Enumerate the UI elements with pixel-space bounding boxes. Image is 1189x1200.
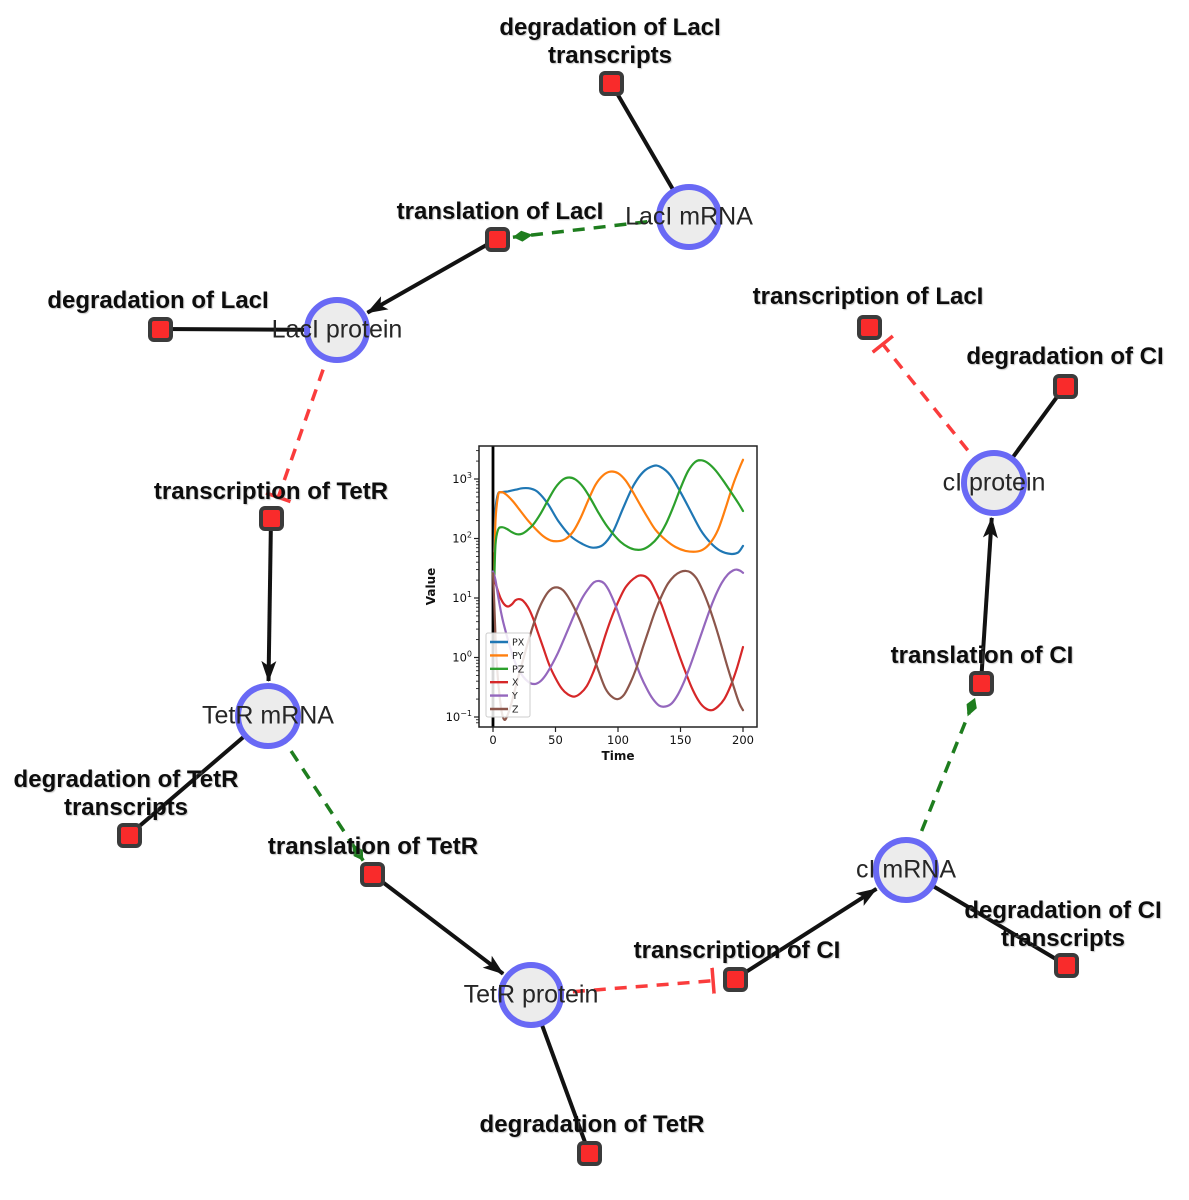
legend-label-Y: Y [511, 691, 518, 702]
reaction-node-translation-ci[interactable] [968, 670, 994, 696]
y-tick-label: 101 [452, 590, 472, 605]
legend-label-Z: Z [512, 705, 519, 716]
legend-label-PZ: PZ [512, 664, 525, 675]
edge-transcription-ci-to-ci-mrna [733, 887, 878, 981]
species-node-laci-mrna[interactable] [656, 184, 722, 250]
chart-legend: PX PY PZ XYZ [485, 632, 531, 718]
reaction-node-deg-tetr-transcripts[interactable] [116, 822, 142, 848]
edge-translation-laci-to-laci-protein [366, 237, 498, 315]
reaction-node-translation-tetr[interactable] [359, 861, 385, 887]
reaction-node-transcription-tetr[interactable] [258, 505, 284, 531]
reaction-node-deg-ci[interactable] [1052, 373, 1078, 399]
species-node-tetr-protein[interactable] [498, 962, 564, 1028]
legend-label-X: X [512, 678, 519, 689]
edge-translation-tetr-to-tetr-protein [370, 872, 505, 976]
species-node-ci-protein[interactable] [961, 450, 1027, 516]
y-tick-label: 103 [452, 471, 472, 486]
y-tick-label: 102 [452, 531, 472, 546]
reaction-node-deg-laci-transcripts[interactable] [598, 70, 624, 96]
reaction-node-transcription-ci[interactable] [722, 966, 748, 992]
reaction-node-deg-ci-transcripts[interactable] [1053, 952, 1079, 978]
reaction-node-transcription-laci[interactable] [856, 314, 882, 340]
edge-translation-ci-to-ci-protein [979, 516, 998, 684]
reaction-node-deg-tetr[interactable] [576, 1140, 602, 1166]
y-tick-label: 100 [452, 650, 472, 665]
edge-transcription-tetr-to-tetr-mrna [261, 517, 277, 683]
chart-series-X [491, 573, 745, 712]
legend-label-PY: PY [512, 651, 524, 662]
y-axis-label: Value [424, 568, 438, 606]
x-tick-label: 100 [607, 733, 629, 747]
legend-label-PX: PX [512, 638, 525, 649]
species-node-laci-protein[interactable] [304, 297, 370, 363]
x-tick-label: 150 [670, 733, 692, 747]
chart-series-PY [493, 458, 745, 571]
species-node-ci-mrna[interactable] [873, 837, 939, 903]
x-tick-label: 0 [489, 733, 496, 747]
x-tick-label: 200 [732, 733, 754, 747]
inset-chart: 0 50 100 150 200 10−1 100 101 102 103 Time Value PX P… [423, 430, 778, 775]
species-node-tetr-mrna[interactable] [235, 683, 301, 749]
chart-series-PX [493, 464, 745, 556]
chart-series-PZ [493, 459, 745, 582]
x-tick-label: 50 [548, 733, 563, 747]
y-tick-label: 10−1 [446, 709, 472, 724]
reaction-node-deg-laci[interactable] [147, 316, 173, 342]
reaction-node-translation-laci[interactable] [484, 226, 510, 252]
x-axis-label: Time [602, 749, 635, 763]
